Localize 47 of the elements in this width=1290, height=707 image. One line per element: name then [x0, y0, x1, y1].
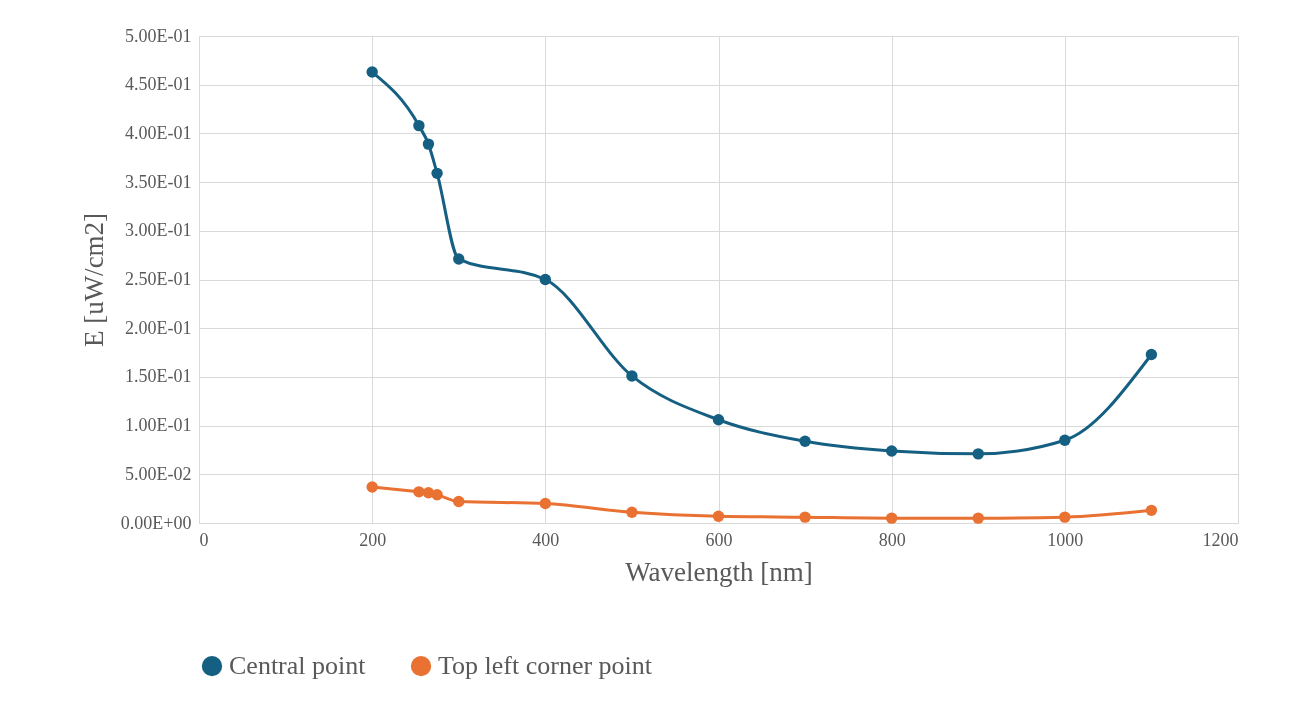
point: [422, 138, 435, 150]
y-tick-label: 5.00E-01: [125, 25, 192, 46]
x-tick-label: 1200: [1202, 529, 1239, 550]
y-tick-label: 1.00E-01: [125, 415, 192, 436]
y-axis-title: E [uW/cm2]: [78, 212, 109, 348]
x-tick-label: 1000: [1047, 529, 1084, 550]
legend-label: Central point: [229, 651, 367, 681]
point: [366, 481, 378, 493]
y-tick-label: 1.50E-01: [125, 366, 192, 387]
point: [431, 489, 443, 501]
point: [885, 445, 898, 457]
y-tick-label: 4.50E-01: [125, 74, 192, 95]
legend-label: Top left corner point: [438, 651, 653, 681]
point: [413, 486, 425, 498]
point: [885, 512, 898, 524]
point: [712, 414, 725, 426]
point: [712, 510, 725, 522]
x-tick-label: 400: [532, 529, 560, 550]
point: [972, 448, 984, 460]
point: [413, 119, 425, 132]
x-tick-label: 600: [705, 529, 733, 550]
x-tick-label: 0: [199, 529, 209, 550]
point: [799, 435, 811, 447]
point: [539, 273, 552, 286]
y-tick-label: 3.00E-01: [125, 220, 192, 241]
point: [1145, 504, 1158, 517]
x-tick-label: 200: [359, 529, 387, 550]
y-tick-label: 0.00E+00: [120, 512, 192, 533]
point: [453, 253, 465, 265]
point: [626, 506, 638, 518]
point: [539, 497, 552, 510]
y-tick-label: 4.00E-01: [125, 122, 192, 143]
x-axis-title: Wavelength [nm]: [625, 556, 813, 587]
point: [1059, 511, 1071, 523]
point: [799, 511, 811, 523]
point: [366, 66, 378, 78]
y-tick-label: 2.00E-01: [125, 317, 192, 338]
point: [1059, 434, 1071, 446]
y-tick-label: 3.50E-01: [125, 171, 192, 192]
point: [453, 495, 465, 508]
x-tick-label: 800: [878, 529, 906, 550]
point: [431, 167, 443, 180]
point: [1145, 348, 1158, 361]
y-tick-label: 2.50E-01: [125, 269, 192, 289]
y-tick-label: 5.00E-02: [125, 463, 192, 484]
point: [972, 512, 984, 524]
point: [626, 370, 638, 382]
